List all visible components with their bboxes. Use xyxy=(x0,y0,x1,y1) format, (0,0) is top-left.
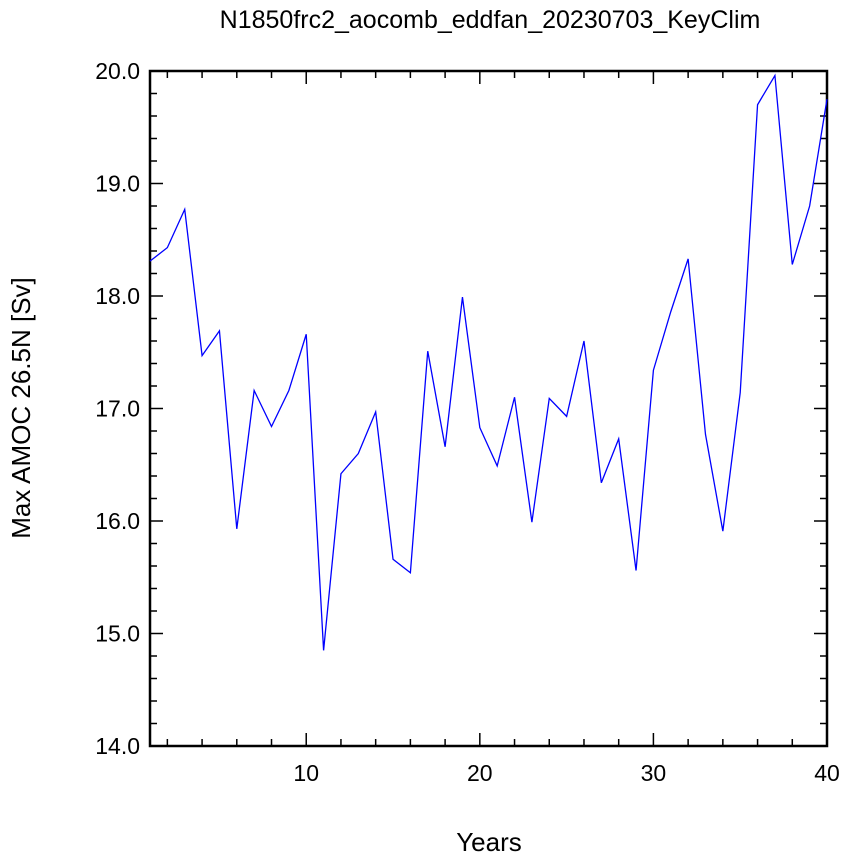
axis-ticks xyxy=(150,70,828,747)
x-tick-label: 10 xyxy=(293,760,319,786)
y-tick-label: 16.0 xyxy=(95,508,140,534)
x-tick-label: 40 xyxy=(814,760,840,786)
series-line xyxy=(149,73,828,651)
x-tick-label: 20 xyxy=(467,760,493,786)
y-tick-label: 20.0 xyxy=(95,58,140,84)
y-tick-label: 18.0 xyxy=(95,283,140,309)
y-tick-label: 19.0 xyxy=(95,171,140,197)
y-tick-label: 14.0 xyxy=(95,733,140,759)
plot-area: 10 20 30 40 14.0 15.0 16.0 17.0 18.0 19.0 20.0 xyxy=(95,58,840,786)
tick-labels: 10 20 30 40 14.0 15.0 16.0 17.0 18.0 19.0 20.0 xyxy=(95,58,840,786)
chart-title: N1850frc2_aocomb_eddfan_20230703_KeyClim xyxy=(220,6,761,34)
y-tick-label: 15.0 xyxy=(95,621,140,647)
x-tick-label: 30 xyxy=(641,760,667,786)
y-tick-label: 17.0 xyxy=(95,396,140,422)
y-axis-label: Max AMOC 26.5N [Sv] xyxy=(6,277,36,539)
x-axis-label: Years xyxy=(456,827,522,857)
